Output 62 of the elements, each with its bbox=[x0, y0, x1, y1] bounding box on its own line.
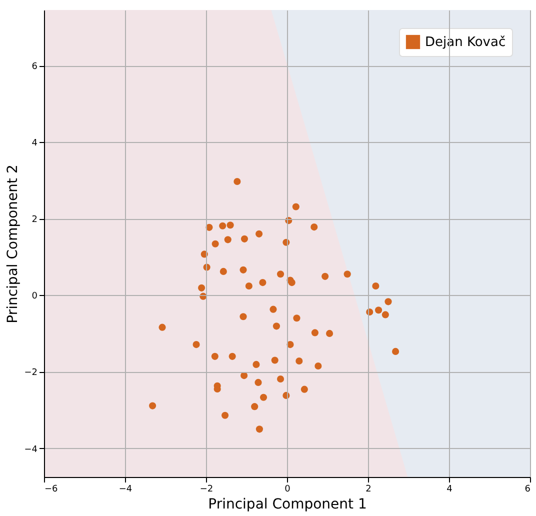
y-tick-label: 4 bbox=[32, 138, 38, 149]
point bbox=[198, 284, 206, 292]
point bbox=[276, 270, 284, 278]
point bbox=[252, 360, 260, 368]
y-tick-label: 2 bbox=[32, 215, 38, 226]
x-axis-title: Principal Component 1 bbox=[208, 496, 367, 512]
point bbox=[251, 403, 258, 410]
point bbox=[271, 356, 278, 364]
point bbox=[326, 330, 334, 337]
point bbox=[224, 236, 232, 244]
point bbox=[310, 224, 318, 231]
point bbox=[272, 322, 280, 330]
point bbox=[220, 268, 227, 275]
point bbox=[260, 394, 268, 401]
x-tick-label: 6 bbox=[524, 484, 531, 494]
point bbox=[245, 282, 252, 290]
point bbox=[149, 402, 156, 410]
point bbox=[234, 178, 241, 186]
point bbox=[300, 386, 308, 393]
point bbox=[384, 298, 392, 306]
point bbox=[392, 348, 400, 355]
point bbox=[240, 266, 247, 274]
point bbox=[211, 352, 218, 360]
y-axis-title: Principal Component 2 bbox=[5, 164, 22, 324]
point bbox=[192, 341, 200, 348]
point bbox=[311, 329, 318, 336]
x-tick-label: −4 bbox=[118, 484, 132, 494]
point bbox=[270, 306, 277, 313]
point bbox=[288, 279, 296, 286]
point bbox=[293, 314, 300, 322]
point bbox=[259, 279, 266, 286]
x-tick-label: 2 bbox=[366, 484, 372, 494]
y-tick-label: 6 bbox=[32, 62, 38, 72]
point bbox=[226, 222, 234, 229]
x-tick-label: −6 bbox=[44, 484, 58, 494]
point bbox=[344, 270, 351, 278]
point bbox=[256, 426, 263, 433]
point bbox=[314, 362, 322, 370]
point bbox=[296, 357, 303, 365]
point bbox=[292, 203, 300, 210]
point bbox=[276, 375, 284, 383]
point bbox=[158, 324, 166, 331]
point bbox=[256, 230, 263, 238]
x-tick-label: 4 bbox=[446, 484, 453, 494]
legend-label: Dejan Kovač bbox=[425, 35, 506, 50]
point bbox=[219, 222, 226, 230]
y-tick-label: 0 bbox=[32, 292, 38, 302]
point bbox=[240, 235, 248, 242]
point bbox=[240, 313, 247, 320]
point bbox=[212, 240, 219, 248]
y-tick-label: −4 bbox=[24, 444, 38, 455]
point bbox=[382, 311, 389, 318]
point bbox=[240, 372, 248, 380]
point bbox=[322, 272, 329, 280]
x-tick-label: −2 bbox=[200, 484, 214, 494]
point bbox=[228, 352, 236, 360]
point bbox=[374, 306, 382, 314]
point bbox=[222, 412, 229, 419]
point bbox=[372, 282, 380, 290]
point bbox=[254, 378, 262, 386]
y-tick-label: −2 bbox=[24, 368, 38, 378]
x-tick-label: 0 bbox=[284, 484, 291, 494]
